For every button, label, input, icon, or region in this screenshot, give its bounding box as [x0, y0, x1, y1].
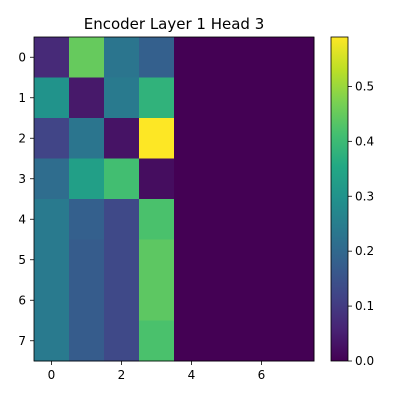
y-axis: 0 1 2 3 4 5 6 7: [18, 50, 34, 348]
heatmap-cell-r4-c6: [244, 199, 280, 240]
heatmap-cell-r2-c6: [244, 118, 280, 159]
heatmap-cell-r0-c6: [244, 37, 280, 78]
heatmap-cell-r1-c3: [139, 77, 175, 119]
heatmap-cell-r0-c0: [34, 37, 70, 78]
heatmap-cell-r0-c7: [279, 37, 315, 78]
heatmap-cell-r3-c3: [139, 158, 175, 200]
colorbar-gradient: [331, 37, 348, 361]
heatmap-cell-r4-c0: [34, 199, 70, 240]
heatmap-cell-r1-c2: [104, 77, 140, 119]
heatmap-cell-r4-c5: [209, 199, 245, 240]
y-tick-label: 0: [18, 50, 26, 64]
heatmap-cell-r7-c0: [34, 320, 70, 362]
heatmap-cell-r0-c1: [69, 37, 105, 78]
heatmap-cell-r1-c4: [174, 77, 210, 119]
y-tick-label: 5: [18, 253, 26, 267]
colorbar-tick-label: 0.3: [355, 189, 374, 203]
colorbar: 0.0 0.1 0.2 0.3 0.4 0.5: [330, 36, 374, 368]
heatmap-cell-r5-c7: [279, 239, 315, 281]
heatmap-cell-r1-c7: [279, 77, 315, 119]
x-tick-label: 0: [48, 368, 56, 382]
heatmap-cell-r3-c7: [279, 158, 315, 200]
heatmap-cell-r5-c3: [139, 239, 175, 281]
heatmap-cell-r7-c5: [209, 320, 245, 362]
heatmap-cell-r6-c1: [69, 280, 105, 321]
heatmap-cells: [34, 37, 315, 362]
heatmap-cell-r2-c7: [279, 118, 315, 159]
heatmap-cell-r7-c1: [69, 320, 105, 362]
heatmap-cell-r1-c5: [209, 77, 245, 119]
heatmap-cell-r0-c4: [174, 37, 210, 78]
colorbar-tick-label: 0.4: [355, 134, 374, 148]
x-tick-label: 4: [188, 368, 196, 382]
heatmap-cell-r3-c5: [209, 158, 245, 200]
heatmap-cell-r5-c5: [209, 239, 245, 281]
y-tick-label: 4: [18, 212, 26, 226]
x-axis: 0 2 4 6: [48, 361, 266, 382]
heatmap-cell-r2-c0: [34, 118, 70, 159]
chart-title: Encoder Layer 1 Head 3: [84, 15, 265, 33]
colorbar-tick-label: 0.5: [355, 79, 374, 93]
colorbar-frame: [330, 36, 349, 362]
x-tick-label: 6: [258, 368, 266, 382]
heatmap-cell-r5-c4: [174, 239, 210, 281]
colorbar-tick-label: 0.2: [355, 244, 374, 258]
heatmap-cell-r7-c7: [279, 320, 315, 362]
heatmap-cell-r6-c3: [139, 280, 175, 321]
heatmap-cell-r2-c4: [174, 118, 210, 159]
heatmap-cell-r3-c4: [174, 158, 210, 200]
heatmap-cell-r3-c1: [69, 158, 105, 200]
heatmap-cell-r0-c5: [209, 37, 245, 78]
heatmap-cell-r6-c6: [244, 280, 280, 321]
heatmap-cell-r1-c1: [69, 77, 105, 119]
heatmap-cell-r1-c6: [244, 77, 280, 119]
heatmap-cell-r5-c0: [34, 239, 70, 281]
heatmap-cell-r4-c4: [174, 199, 210, 240]
heatmap-cell-r4-c1: [69, 199, 105, 240]
heatmap-cell-r6-c0: [34, 280, 70, 321]
x-tick-label: 2: [118, 368, 126, 382]
heatmap-cell-r3-c6: [244, 158, 280, 200]
heatmap-cell-r2-c3: [139, 118, 175, 159]
heatmap-cell-r7-c2: [104, 320, 140, 362]
heatmap-cell-r0-c2: [104, 37, 140, 78]
heatmap-cell-r2-c1: [69, 118, 105, 159]
colorbar-tick-label: 0.1: [355, 299, 374, 313]
y-tick-label: 2: [18, 131, 26, 145]
heatmap-frame: [33, 36, 315, 362]
y-tick-label: 7: [18, 334, 26, 348]
heatmap-cell-r6-c4: [174, 280, 210, 321]
heatmap-cell-r6-c5: [209, 280, 245, 321]
heatmap-cell-r2-c2: [104, 118, 140, 159]
heatmap-cell-r7-c3: [139, 320, 175, 362]
heatmap-cell-r4-c3: [139, 199, 175, 240]
heatmap-cell-r6-c7: [279, 280, 315, 321]
heatmap-cell-r1-c0: [34, 77, 70, 119]
heatmap-cell-r4-c7: [279, 199, 315, 240]
heatmap-cell-r5-c1: [69, 239, 105, 281]
heatmap-cell-r5-c6: [244, 239, 280, 281]
heatmap-cell-r7-c6: [244, 320, 280, 362]
colorbar-tick-label: 0.0: [355, 354, 374, 368]
y-tick-label: 6: [18, 293, 26, 307]
heatmap-cell-r3-c2: [104, 158, 140, 200]
y-tick-label: 3: [18, 172, 26, 186]
heatmap-cell-r2-c5: [209, 118, 245, 159]
heatmap-cell-r7-c4: [174, 320, 210, 362]
heatmap-cell-r5-c2: [104, 239, 140, 281]
heatmap-cell-r4-c2: [104, 199, 140, 240]
heatmap-cell-r3-c0: [34, 158, 70, 200]
y-tick-label: 1: [18, 91, 26, 105]
heatmap-cell-r0-c3: [139, 37, 175, 78]
heatmap-cell-r6-c2: [104, 280, 140, 321]
